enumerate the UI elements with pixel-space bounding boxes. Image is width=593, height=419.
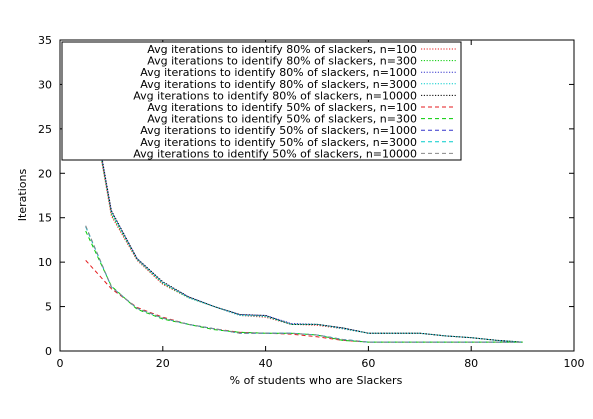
- series-line-1: [85, 71, 523, 343]
- legend-label: Avg iterations to identify 50% of slacke…: [147, 113, 417, 126]
- y-tick-label: 10: [38, 256, 52, 269]
- plot-border: [59, 39, 575, 352]
- y-tick-label: 5: [45, 301, 52, 314]
- y-tick-label: 0: [45, 345, 52, 358]
- x-tick-label: 60: [361, 357, 375, 370]
- x-tick-label: 80: [464, 357, 478, 370]
- y-tick-label: 15: [38, 212, 52, 225]
- x-tick-label: 100: [564, 357, 585, 370]
- x-tick-label: 0: [57, 357, 64, 370]
- legend-label: Avg iterations to identify 80% of slacke…: [147, 43, 417, 56]
- y-axis-label: Iterations: [16, 169, 29, 222]
- x-tick-label: 40: [259, 357, 273, 370]
- y-tick-label: 20: [38, 167, 52, 180]
- plot-frame: [59, 39, 575, 352]
- legend-label: Avg iterations to identify 80% of slacke…: [147, 55, 417, 68]
- series-layer: [85, 67, 523, 343]
- legend-label: Avg iterations to identify 80% of slacke…: [140, 66, 417, 79]
- series-line-4: [85, 70, 523, 343]
- y-tick-label: 35: [38, 34, 52, 47]
- y-tick-label: 25: [38, 123, 52, 136]
- legend: Avg iterations to identify 80% of slacke…: [61, 41, 462, 161]
- legend-label: Avg iterations to identify 50% of slacke…: [133, 147, 417, 160]
- legend-label: Avg iterations to identify 50% of slacke…: [140, 136, 417, 149]
- legend-label: Avg iterations to identify 80% of slacke…: [140, 78, 417, 91]
- series-line-10: [85, 225, 523, 343]
- y-tick-label: 30: [38, 78, 52, 91]
- legend-box: [61, 41, 462, 161]
- series-line-7: [85, 230, 523, 343]
- series-line-5: [85, 67, 523, 343]
- legend-label: Avg iterations to identify 80% of slacke…: [133, 89, 417, 102]
- x-tick-label: 20: [156, 357, 170, 370]
- y-axis: 0 5 10 15 20 25 30 35: [38, 34, 574, 358]
- series-line-2: [85, 72, 523, 343]
- x-axis-label: % of students who are Slackers: [230, 374, 403, 387]
- series-line-6: [85, 260, 523, 343]
- legend-label: Avg iterations to identify 50% of slacke…: [140, 124, 417, 137]
- legend-label: Avg iterations to identify 50% of slacke…: [147, 101, 417, 114]
